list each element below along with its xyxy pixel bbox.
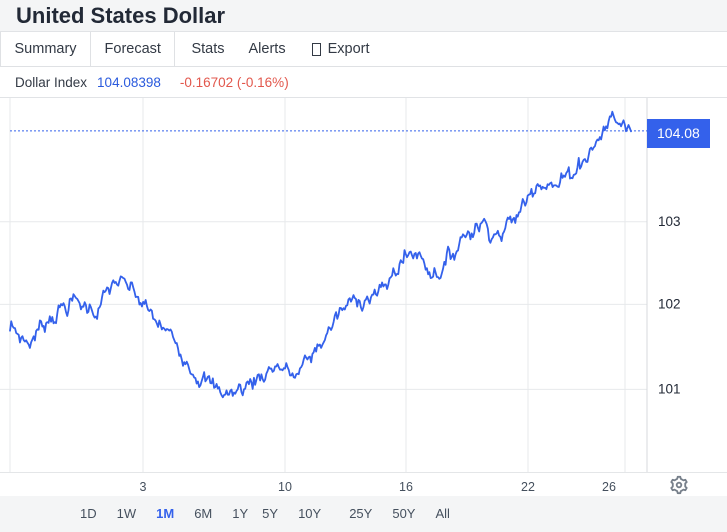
svg-text:102: 102: [658, 297, 681, 312]
svg-text:103: 103: [658, 214, 681, 229]
svg-text:101: 101: [658, 382, 681, 397]
